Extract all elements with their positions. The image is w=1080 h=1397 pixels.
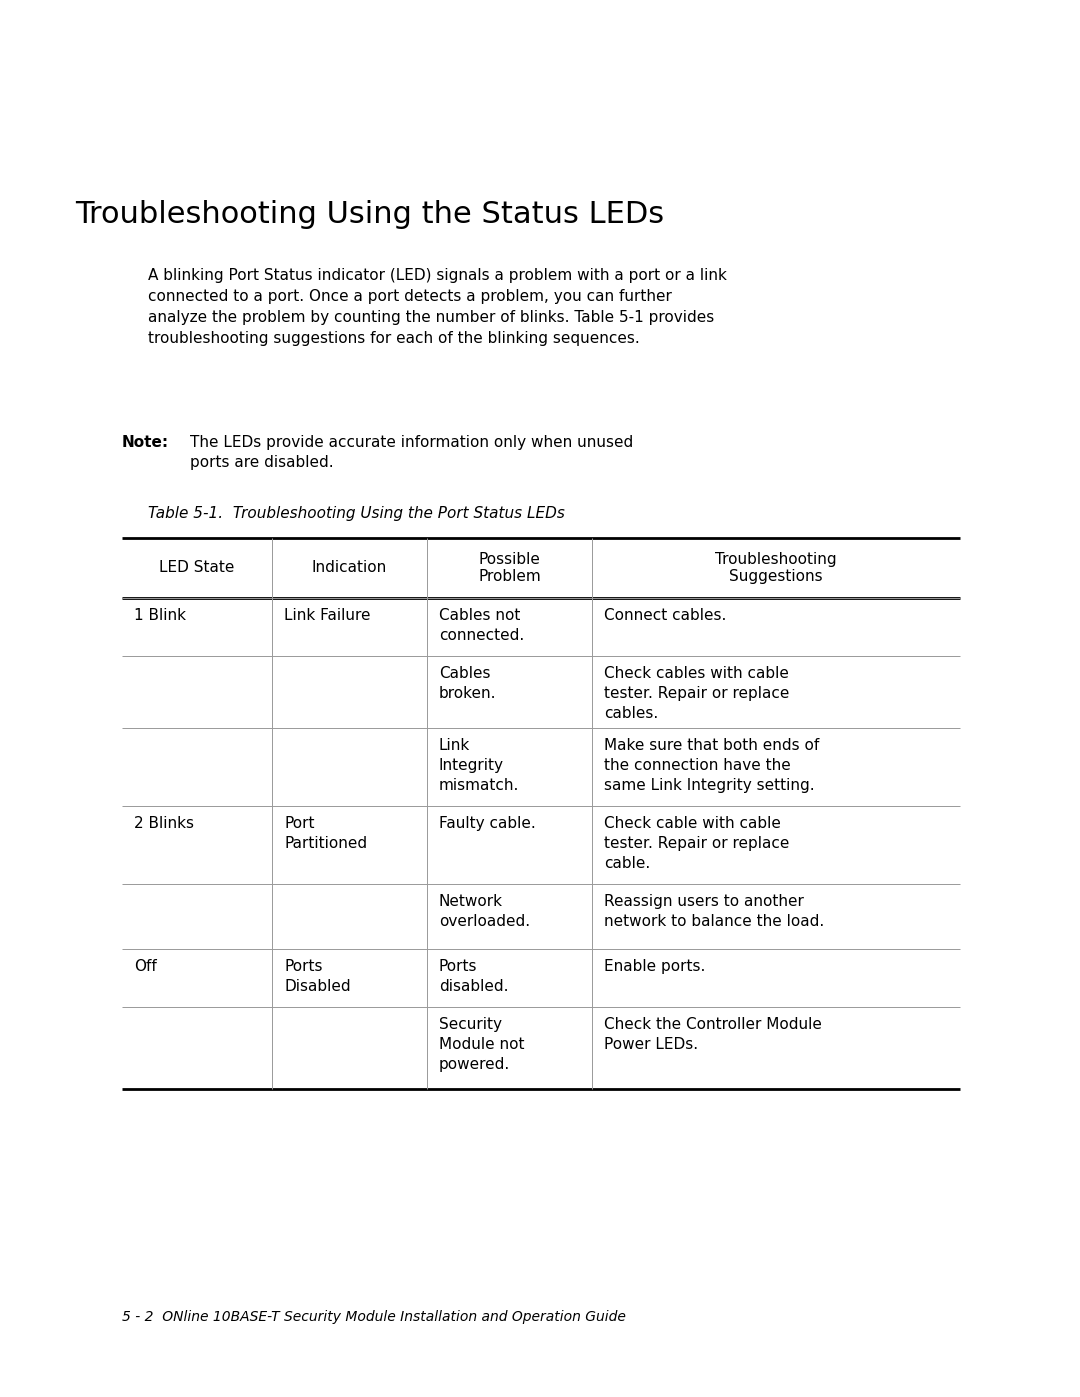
Text: Link Failure: Link Failure bbox=[284, 608, 370, 623]
Text: Check the Controller Module
Power LEDs.: Check the Controller Module Power LEDs. bbox=[604, 1017, 822, 1052]
Text: Off: Off bbox=[134, 958, 157, 974]
Text: 5 - 2  ONline 10BASE-T Security Module Installation and Operation Guide: 5 - 2 ONline 10BASE-T Security Module In… bbox=[122, 1310, 626, 1324]
Text: Link
Integrity
mismatch.: Link Integrity mismatch. bbox=[438, 738, 519, 792]
Text: Enable ports.: Enable ports. bbox=[604, 958, 705, 974]
Text: 2 Blinks: 2 Blinks bbox=[134, 816, 194, 831]
Text: 1 Blink: 1 Blink bbox=[134, 608, 186, 623]
Text: Connect cables.: Connect cables. bbox=[604, 608, 727, 623]
Text: Ports
disabled.: Ports disabled. bbox=[438, 958, 509, 993]
Text: A blinking Port Status indicator (LED) signals a problem with a port or a link
c: A blinking Port Status indicator (LED) s… bbox=[148, 268, 727, 346]
Text: Table 5-1.  Troubleshooting Using the Port Status LEDs: Table 5-1. Troubleshooting Using the Por… bbox=[148, 506, 565, 521]
Text: The LEDs provide accurate information only when unused: The LEDs provide accurate information on… bbox=[190, 434, 633, 450]
Text: Check cable with cable
tester. Repair or replace
cable.: Check cable with cable tester. Repair or… bbox=[604, 816, 789, 870]
Text: Faulty cable.: Faulty cable. bbox=[438, 816, 536, 831]
Text: Make sure that both ends of
the connection have the
same Link Integrity setting.: Make sure that both ends of the connecti… bbox=[604, 738, 820, 792]
Text: Troubleshooting
Suggestions: Troubleshooting Suggestions bbox=[715, 552, 837, 584]
Text: Security
Module not
powered.: Security Module not powered. bbox=[438, 1017, 525, 1071]
Text: LED State: LED State bbox=[160, 560, 234, 576]
Text: Reassign users to another
network to balance the load.: Reassign users to another network to bal… bbox=[604, 894, 824, 929]
Text: Cables
broken.: Cables broken. bbox=[438, 666, 497, 701]
Text: Check cables with cable
tester. Repair or replace
cables.: Check cables with cable tester. Repair o… bbox=[604, 666, 789, 721]
Text: Troubleshooting Using the Status LEDs: Troubleshooting Using the Status LEDs bbox=[75, 200, 664, 229]
Text: Possible
Problem: Possible Problem bbox=[478, 552, 541, 584]
Text: Ports
Disabled: Ports Disabled bbox=[284, 958, 351, 993]
Text: Note:: Note: bbox=[122, 434, 170, 450]
Text: ports are disabled.: ports are disabled. bbox=[190, 455, 334, 469]
Text: Cables not
connected.: Cables not connected. bbox=[438, 608, 524, 643]
Text: Indication: Indication bbox=[312, 560, 387, 576]
Text: Port
Partitioned: Port Partitioned bbox=[284, 816, 367, 851]
Text: Network
overloaded.: Network overloaded. bbox=[438, 894, 530, 929]
